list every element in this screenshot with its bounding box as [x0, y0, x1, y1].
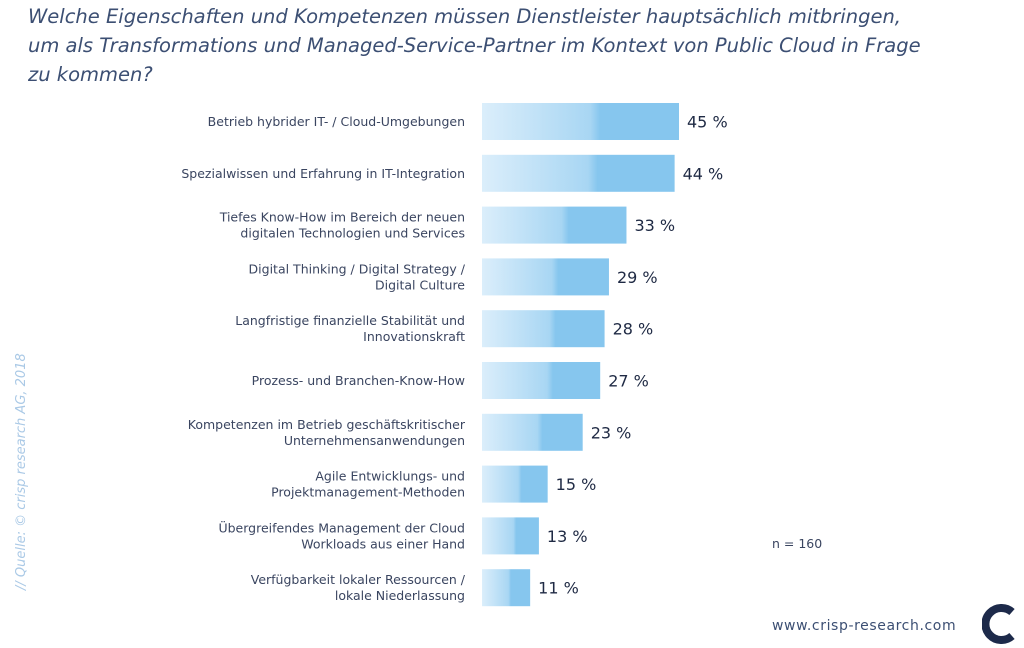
value-label-8: 15 % — [556, 475, 597, 494]
sample-size-note: n = 160 — [772, 536, 823, 551]
crisp-logo-icon — [982, 604, 1015, 644]
category-label-2: Spezialwissen und Erfahrung in IT-Integr… — [181, 166, 465, 181]
category-label-5: Langfristige finanzielle Stabilität und I… — [235, 313, 465, 344]
category-label-7: Kompetenzen im Betrieb geschäftskritisch… — [188, 417, 466, 448]
bar-7 — [482, 413, 583, 451]
category-label-10: Verfügbarkeit lokaler Ressourcen / lokale… — [251, 572, 466, 603]
category-label-4: Digital Thinking / Digital Strategy / Dig… — [249, 261, 466, 292]
bar-8 — [482, 465, 548, 503]
category-label-9: Übergreifendes Management der Cloud Workl… — [218, 519, 465, 551]
website-url: www.crisp-research.com — [772, 618, 957, 634]
value-label-5: 28 % — [613, 320, 654, 339]
value-label-3: 33 % — [634, 216, 675, 235]
bars-layer: 45 % Betrieb hybrider IT- / Cloud-Umgebun… — [181, 103, 728, 607]
value-label-1: 45 % — [687, 113, 728, 132]
value-label-2: 44 % — [683, 164, 724, 183]
value-label-6: 27 % — [608, 372, 649, 391]
title-line-3: zu kommen? — [28, 63, 153, 86]
title-line-1: Welche Eigenschaften und Kompetenzen müs… — [28, 5, 902, 28]
bar-3 — [482, 206, 627, 244]
value-label-7: 23 % — [591, 423, 632, 442]
bar-9 — [482, 517, 539, 555]
bar-4 — [482, 258, 609, 296]
value-label-4: 29 % — [617, 268, 658, 287]
source-note: // Quelle: © crisp research AG, 2018 — [14, 353, 29, 590]
bar-1 — [482, 103, 679, 140]
bar-10 — [482, 569, 531, 607]
category-label-3: Tiefes Know-How im Bereich der neuen digi… — [219, 210, 465, 241]
chart-title: Welche Eigenschaften und Kompetenzen müs… — [28, 2, 968, 89]
category-label-1: Betrieb hybrider IT- / Cloud-Umgebungen — [208, 114, 465, 129]
value-label-10: 11 % — [538, 579, 579, 598]
value-label-9: 13 % — [547, 527, 588, 546]
category-label-8: Agile Entwicklungs- und Projektmanagement… — [271, 469, 465, 500]
category-label-6: Prozess- und Branchen-Know-How — [252, 373, 465, 388]
title-line-2: um als Transformations und Managed-Servi… — [28, 34, 921, 57]
bar-6 — [482, 362, 601, 399]
bar-2 — [482, 154, 675, 192]
bar-5 — [482, 310, 605, 348]
